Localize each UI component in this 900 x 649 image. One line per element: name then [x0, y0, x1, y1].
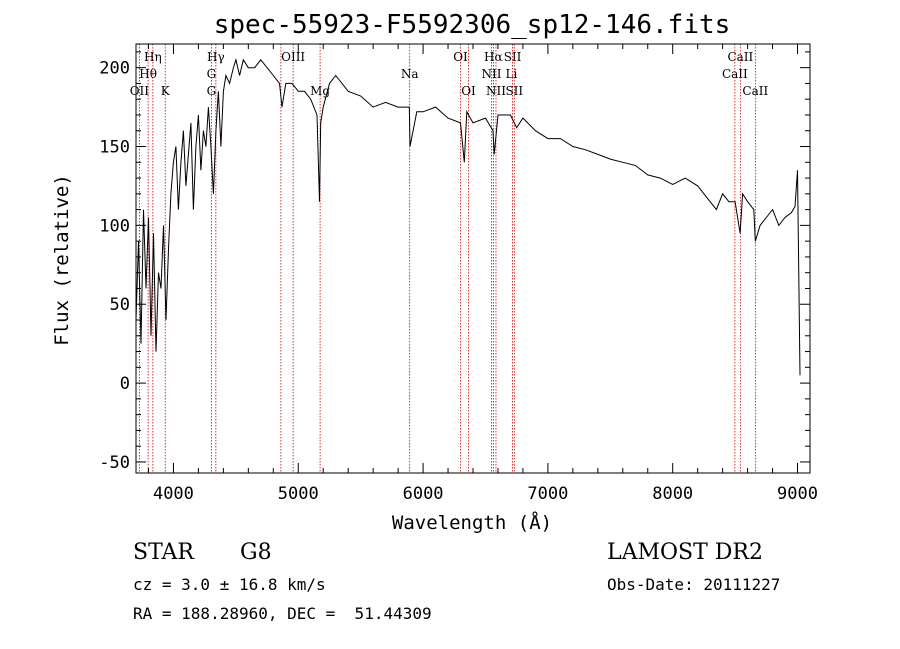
- ra-dec-coordinates: RA = 188.28960, DEC = 51.44309: [133, 604, 432, 623]
- object-class: STAR: [133, 540, 194, 565]
- line-label: CaII: [727, 50, 753, 64]
- line-label: NII: [486, 84, 506, 98]
- y-tick-label: 100: [99, 216, 130, 236]
- y-tick-label: 0: [120, 374, 130, 394]
- x-axis-ticks: 4000 5000 6000 7000 8000 9000: [147, 44, 818, 504]
- redshift-cz: cz = 3.0 ± 16.8 km/s: [133, 575, 326, 594]
- spectrum-line: [135, 57, 801, 376]
- line-label: NII: [481, 67, 501, 81]
- line-label: Hα: [484, 50, 503, 64]
- y-tick-label: -50: [99, 453, 130, 473]
- x-tick-label: 7000: [527, 484, 568, 504]
- line-label: G: [207, 84, 217, 98]
- y-tick-label: 50: [110, 295, 130, 315]
- line-label: Hγ: [207, 50, 225, 64]
- x-tick-label: 4000: [153, 484, 194, 504]
- line-label: CaII: [742, 84, 768, 98]
- x-tick-label: 6000: [403, 484, 444, 504]
- y-tick-label: 150: [99, 138, 130, 158]
- line-label: G: [207, 67, 217, 81]
- object-subclass: G8: [240, 540, 272, 565]
- plot-frame: [135, 43, 811, 474]
- x-axis-label: Wavelength (Å): [392, 511, 552, 534]
- x-tick-label: 5000: [278, 484, 319, 504]
- observation-date: Obs-Date: 20111227: [607, 575, 781, 594]
- y-tick-label: 200: [99, 59, 130, 79]
- line-label: Na: [401, 67, 419, 81]
- y-axis-label: Flux (relative): [51, 174, 73, 346]
- line-label: Mg: [310, 84, 330, 98]
- spectral-line-markers: [138, 44, 756, 473]
- spectrum-chart: spec-55923-F5592306_sp12-146.fits Hη Hθ OI…: [51, 10, 818, 534]
- line-label: OI: [453, 50, 468, 64]
- line-label: SII: [504, 50, 522, 64]
- survey-name: LAMOST DR2: [607, 540, 763, 565]
- line-label: K: [161, 84, 171, 98]
- y-axis-ticks: -50 0 50 100 150 200: [99, 51, 810, 473]
- line-label: Hη: [144, 50, 162, 64]
- line-label: OII: [130, 84, 150, 98]
- line-label: SII: [505, 84, 523, 98]
- line-label: CaII: [722, 67, 748, 81]
- x-tick-label: 8000: [652, 484, 693, 504]
- chart-title: spec-55923-F5592306_sp12-146.fits: [214, 10, 731, 40]
- line-label: OIII: [281, 50, 305, 64]
- line-label: Li: [506, 67, 518, 81]
- x-tick-label: 9000: [777, 484, 818, 504]
- line-label: Hθ: [139, 67, 157, 81]
- line-label: OI: [461, 84, 476, 98]
